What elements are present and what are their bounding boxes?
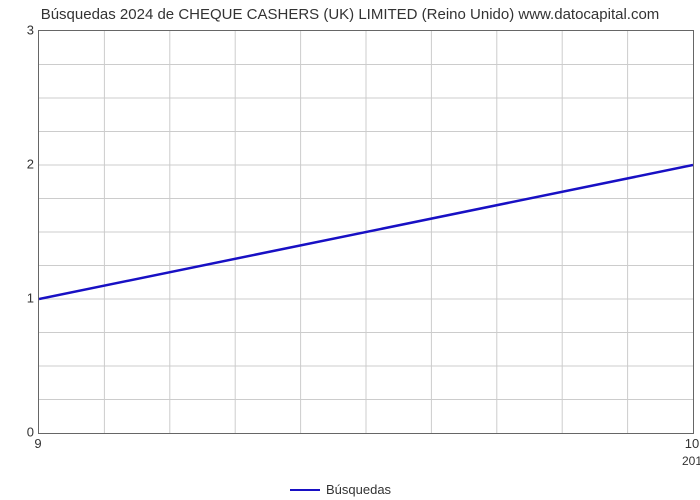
chart-title: Búsquedas 2024 de CHEQUE CASHERS (UK) LI…: [0, 6, 700, 23]
y-tick-label: 1: [10, 291, 34, 306]
x-sub-label: 201: [682, 454, 700, 468]
y-tick-label: 0: [10, 425, 34, 440]
x-tick-label: 9: [34, 436, 41, 451]
plot-area: [38, 30, 694, 434]
y-tick-label: 2: [10, 157, 34, 172]
line-chart: Búsquedas 2024 de CHEQUE CASHERS (UK) LI…: [0, 0, 700, 500]
series-line: [39, 31, 693, 433]
x-tick-label: 10: [685, 436, 699, 451]
y-tick-label: 3: [10, 23, 34, 38]
legend-label: Búsquedas: [326, 482, 391, 497]
legend-swatch: [290, 489, 320, 491]
